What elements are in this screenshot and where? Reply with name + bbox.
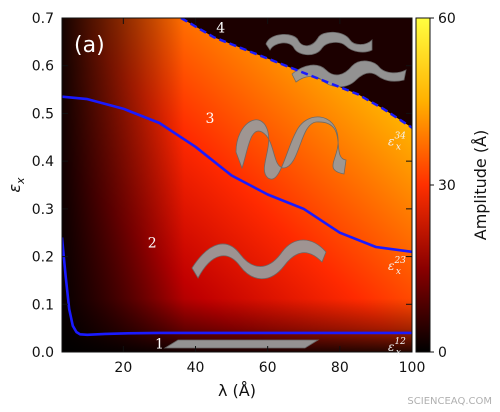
- x-tick-label: 80: [331, 360, 349, 376]
- x-tick-label: 40: [187, 360, 205, 376]
- curve-label-23: ε23 x: [388, 256, 406, 277]
- region-label-4: 4: [216, 21, 225, 37]
- region-label-3: 3: [205, 111, 214, 127]
- colorbar-ticks: 0 30 60: [430, 11, 456, 361]
- ribbon-loops-lower: [291, 60, 407, 88]
- curve-label-sub: x: [396, 348, 401, 358]
- plot-area: [61, 17, 413, 353]
- colorbar-label: Amplitude (Å): [471, 130, 490, 241]
- x-tick-label: 100: [399, 360, 426, 376]
- y-tick-label: 0.6: [32, 59, 54, 75]
- curve-label-sup: 23: [393, 256, 406, 266]
- ribbon-illustrations: [163, 31, 407, 349]
- x-tick-label: 20: [114, 360, 132, 376]
- y-tick-label: 0.7: [32, 11, 54, 27]
- panel-label: (a): [74, 33, 105, 58]
- colorbar-tick-label: 30: [438, 178, 456, 194]
- plot-frame: [61, 17, 413, 353]
- colorbar: 0 30 60 Amplitude (Å): [415, 11, 490, 361]
- y-tick-label: 0.0: [32, 345, 54, 361]
- y-tick-label: 0.5: [32, 106, 54, 122]
- ribbon-wavy: [191, 239, 327, 280]
- curve-label-sub: x: [396, 143, 401, 153]
- x-axis: 20 40 60 80 100: [114, 18, 425, 376]
- curve-label-34: ε34 x: [388, 132, 406, 153]
- colorbar-tick-label: 0: [438, 345, 447, 361]
- curve-label-sup: 12: [394, 337, 406, 347]
- y-axis-label-sub: x: [14, 177, 27, 185]
- curve-34: [180, 18, 412, 129]
- colorbar-tick-label: 60: [438, 11, 456, 27]
- curve-12: [62, 237, 412, 337]
- phase-boundary-curves: [62, 18, 412, 337]
- x-tick-label: 60: [259, 360, 277, 376]
- ribbon-flat: [163, 339, 320, 349]
- y-tick-label: 0.3: [32, 202, 54, 218]
- y-tick-label: 0.2: [32, 250, 54, 266]
- curve-label-base: ε: [388, 340, 394, 354]
- curve-label-sub: x: [396, 267, 401, 277]
- colorbar-gradient: [415, 17, 431, 353]
- region-label-2: 2: [148, 235, 157, 251]
- watermark: SCIENCEAQ.COM: [407, 396, 492, 407]
- curve-label-12: ε12 x: [388, 337, 406, 358]
- curve-label-base: ε: [388, 259, 394, 273]
- region-labels: 1 2 3 4: [148, 21, 226, 353]
- y-axis: 0.0 0.1 0.2 0.3 0.4 0.5 0.6 0.7: [32, 11, 412, 361]
- curve-23: [62, 95, 412, 254]
- y-axis-label-base: ε: [5, 184, 24, 193]
- x-axis-label: λ (Å): [218, 381, 256, 400]
- ribbon-loops-upper: [265, 31, 373, 56]
- y-axis-label: εx: [5, 177, 27, 193]
- region-label-1: 1: [155, 336, 164, 352]
- curve-label-sup: 34: [394, 132, 406, 142]
- y-tick-label: 0.4: [32, 154, 54, 170]
- curve-label-base: ε: [388, 135, 394, 149]
- y-tick-label: 0.1: [32, 297, 54, 313]
- ribbon-twisted: [235, 116, 347, 180]
